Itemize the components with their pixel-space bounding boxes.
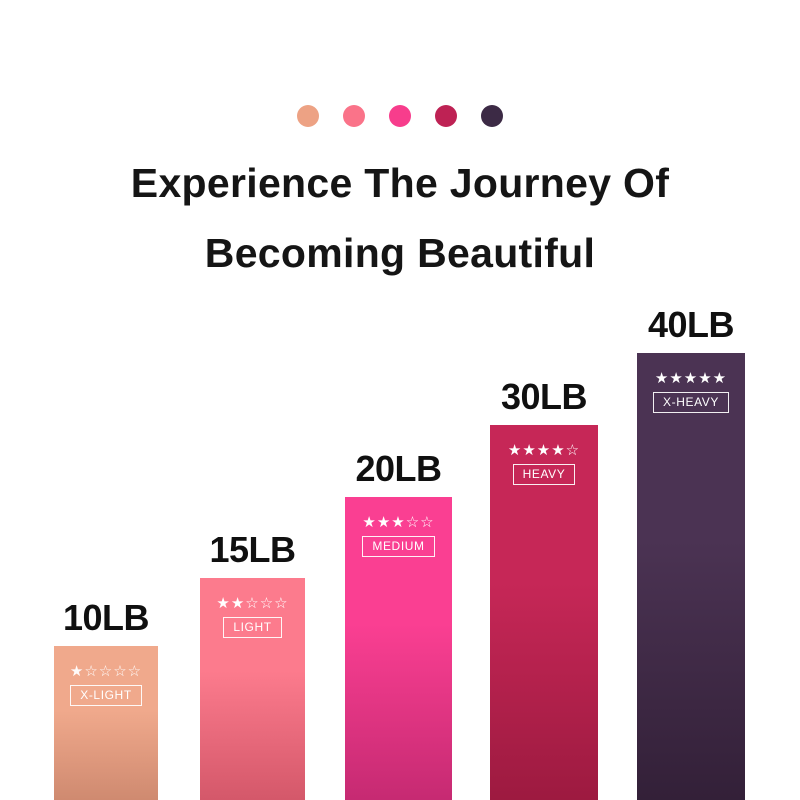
bar-badge: ★☆☆☆☆ X-LIGHT	[54, 664, 158, 706]
star-rating-icon: ★★★★☆	[507, 442, 581, 459]
bar-column[interactable]	[490, 425, 598, 800]
page-title-line-2: Becoming Beautiful	[204, 230, 596, 276]
bar-column[interactable]	[200, 578, 305, 800]
resistance-level-label: X-HEAVY	[653, 392, 729, 413]
dot-x-light	[297, 105, 319, 127]
bar-group-x-heavy[interactable]: 40LB ★★★★★ X-HEAVY	[637, 305, 745, 800]
bar-group-x-light[interactable]: 10LB ★☆☆☆☆ X-LIGHT	[54, 598, 158, 800]
star-rating-icon: ★★☆☆☆	[216, 595, 289, 612]
dot-x-heavy	[481, 105, 503, 127]
bar-badge: ★★★★☆ HEAVY	[490, 443, 598, 485]
resistance-level-label: X-LIGHT	[70, 685, 142, 706]
bar-badge: ★★★★★ X-HEAVY	[637, 371, 745, 413]
resistance-level-label: MEDIUM	[362, 536, 435, 557]
bar-column[interactable]	[54, 646, 158, 800]
bar-badge: ★★★☆☆ MEDIUM	[345, 515, 452, 557]
resistance-level-label: LIGHT	[223, 617, 282, 638]
bar-weight-label: 10LB	[62, 597, 150, 638]
bar-group-heavy[interactable]: 30LB ★★★★☆ HEAVY	[490, 377, 598, 800]
resistance-level-label: HEAVY	[512, 464, 576, 485]
page-title: Experience The Journey Of Becoming Beaut…	[0, 148, 800, 288]
color-swatch-row	[0, 105, 800, 127]
star-rating-icon: ★☆☆☆☆	[69, 663, 143, 680]
bar-weight-label: 15LB	[209, 529, 296, 570]
bar-weight-label: 20LB	[355, 448, 442, 489]
page-title-line-1: Experience The Journey Of	[130, 160, 670, 206]
bar-badge: ★★☆☆☆ LIGHT	[200, 596, 305, 638]
star-rating-icon: ★★★☆☆	[362, 514, 435, 531]
dot-medium	[389, 105, 411, 127]
bar-group-light[interactable]: 15LB ★★☆☆☆ LIGHT	[200, 530, 305, 800]
dot-light	[343, 105, 365, 127]
star-rating-icon: ★★★★★	[654, 370, 728, 387]
bar-weight-label: 30LB	[500, 376, 588, 417]
bar-weight-label: 40LB	[647, 304, 735, 345]
dot-heavy	[435, 105, 457, 127]
bar-column[interactable]	[637, 353, 745, 800]
bar-group-medium[interactable]: 20LB ★★★☆☆ MEDIUM	[345, 449, 452, 800]
